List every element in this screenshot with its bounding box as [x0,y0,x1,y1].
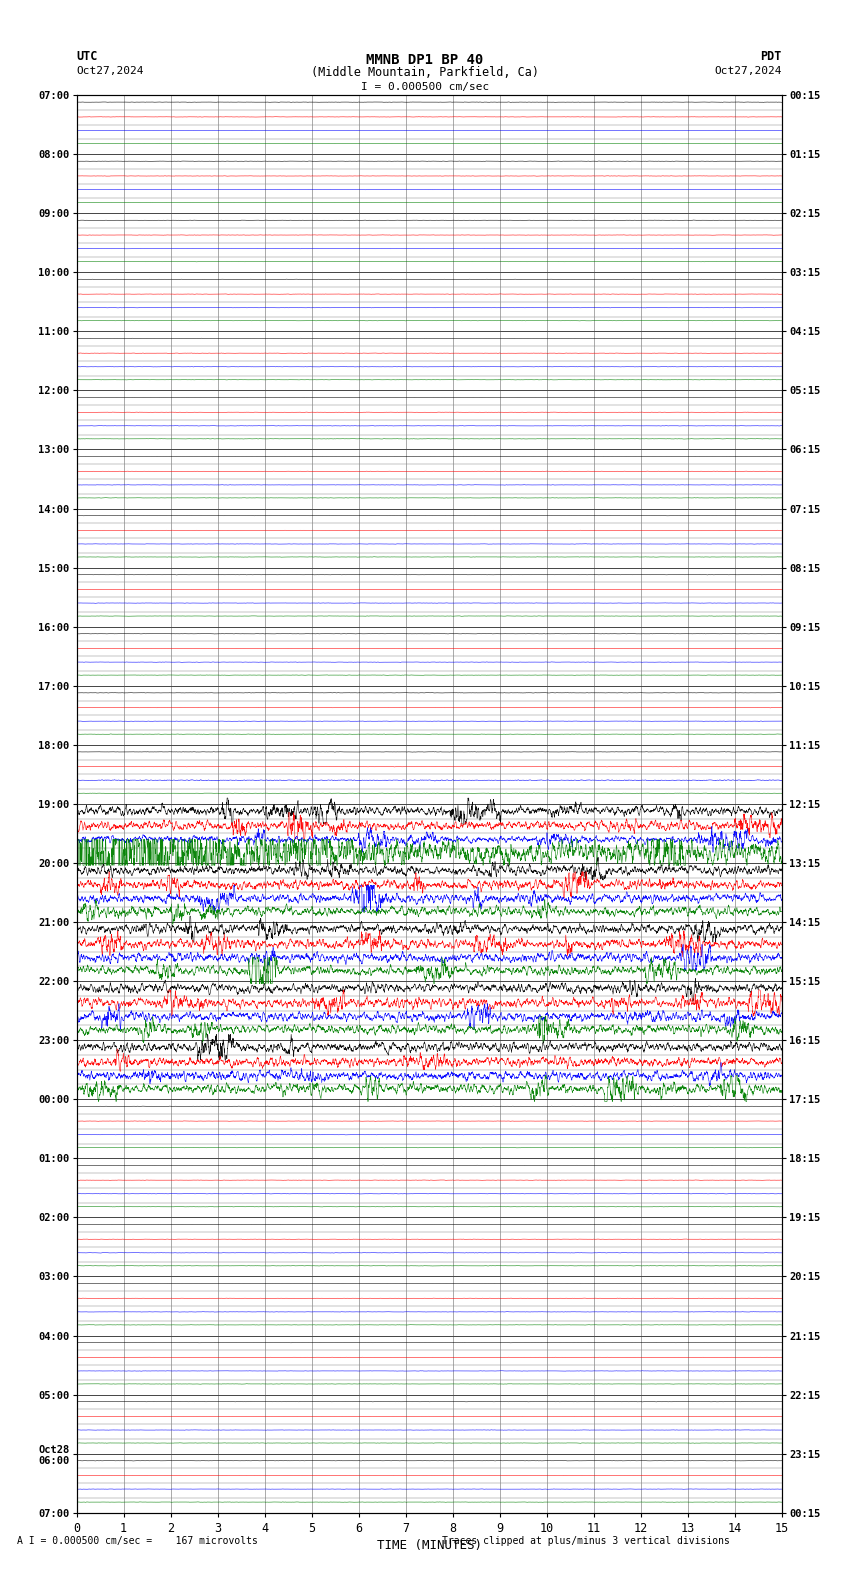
Text: I = 0.000500 cm/sec: I = 0.000500 cm/sec [361,82,489,92]
Text: MMNB DP1 BP 40: MMNB DP1 BP 40 [366,52,484,67]
Text: UTC: UTC [76,51,98,63]
Text: Traces clipped at plus/minus 3 vertical divisions: Traces clipped at plus/minus 3 vertical … [442,1536,730,1546]
Text: Oct27,2024: Oct27,2024 [715,67,782,76]
Text: Oct27,2024: Oct27,2024 [76,67,144,76]
Text: A I = 0.000500 cm/sec =    167 microvolts: A I = 0.000500 cm/sec = 167 microvolts [17,1536,258,1546]
Text: PDT: PDT [761,51,782,63]
X-axis label: TIME (MINUTES): TIME (MINUTES) [377,1540,482,1552]
Text: (Middle Mountain, Parkfield, Ca): (Middle Mountain, Parkfield, Ca) [311,67,539,79]
